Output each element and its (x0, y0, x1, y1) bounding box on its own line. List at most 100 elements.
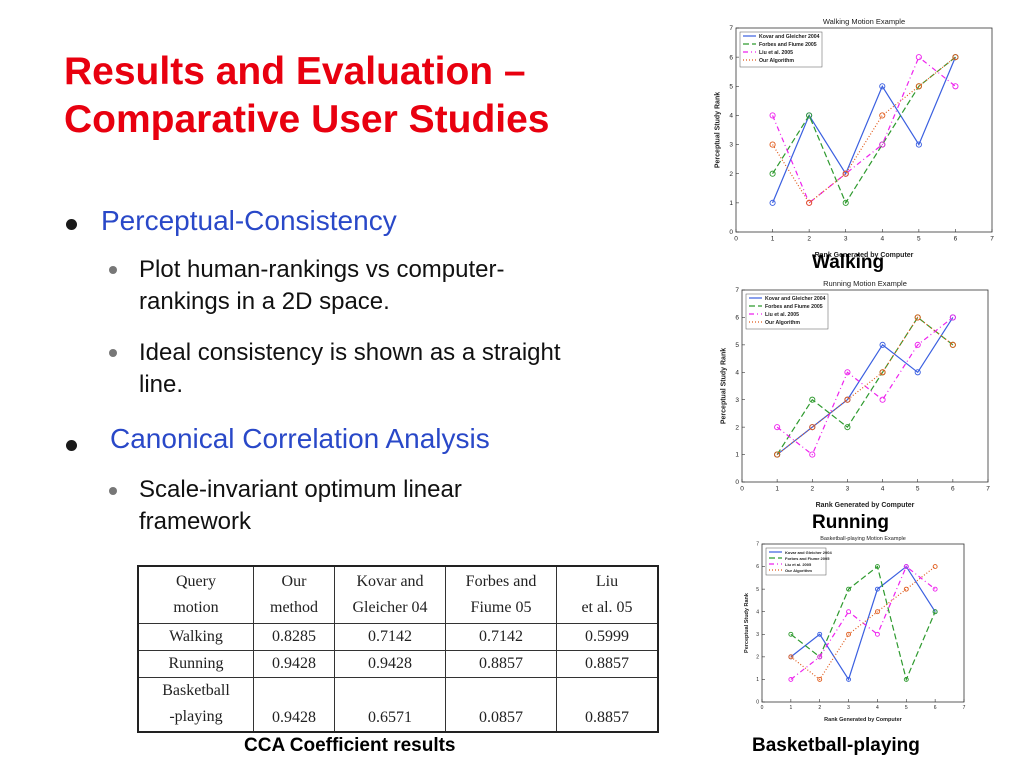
table-caption: CCA Coefficient results (244, 735, 456, 756)
y-tick-label: 6 (735, 315, 739, 322)
sub-bullet-dot (109, 266, 117, 274)
table-cell: 0.6571 (334, 677, 446, 732)
cell-line: -playing (169, 708, 223, 726)
sub-bullet-line: framework (139, 508, 252, 535)
data-point (844, 369, 851, 376)
x-tick-label: 1 (775, 486, 779, 493)
data-point (932, 609, 938, 615)
table-cell: 0.8857 (445, 650, 557, 678)
sub-bullet-line: line. (139, 371, 184, 398)
x-axis-label: Rank Generated by Computer (816, 502, 915, 509)
y-tick-label: 3 (735, 397, 739, 404)
series-line (790, 566, 936, 681)
data-point (844, 424, 851, 431)
x-tick-label: 6 (954, 236, 958, 243)
x-tick-label: 2 (810, 486, 814, 493)
data-point (932, 586, 938, 592)
table-row: Walking 0.8285 0.7142 0.7142 0.5999 (137, 623, 659, 651)
x-tick-label: 5 (916, 486, 920, 493)
x-tick-label: 6 (934, 705, 937, 711)
x-tick-label: 5 (905, 705, 908, 711)
cell-line: et al. 05 (581, 599, 633, 616)
running-chart: Running Motion Example Rank Generated by … (721, 279, 991, 509)
table-row: Running 0.9428 0.9428 0.8857 0.8857 (137, 650, 659, 678)
bullet-perceptual-consistency: Perceptual-Consistency (101, 205, 397, 236)
sub-bullet-plot-rankings: Plot human-rankings vs computer- ranking… (139, 254, 504, 318)
cell-line: Liu (595, 573, 619, 590)
data-point (879, 369, 886, 376)
x-tick-label: 3 (846, 486, 850, 493)
x-axis-label: Rank Generated by Computer (815, 252, 914, 259)
series-line (772, 56, 956, 204)
data-point (952, 54, 959, 61)
legend-box (739, 31, 823, 68)
data-point (774, 451, 781, 458)
data-point (769, 170, 776, 177)
x-tick-label: 0 (734, 236, 738, 243)
cca-table: Query motion Our method Kovar and Gleicher 04… (137, 565, 659, 733)
sub-bullet-line: Plot human-rankings vs computer- (139, 256, 505, 283)
cell-line: Walking (169, 628, 223, 645)
data-point (952, 83, 959, 90)
data-point (949, 314, 956, 321)
data-point (879, 83, 886, 90)
y-tick-label: 5 (756, 587, 759, 593)
table-header-cell: Liu et al. 05 (556, 565, 659, 624)
data-point (842, 199, 849, 206)
y-tick-label: 4 (756, 609, 759, 615)
legend-label: Kovar and Gleicher 2004 (785, 550, 832, 555)
y-axis-label: Perceptual Study Rank (721, 348, 728, 424)
title-line-2: Comparative User Studies (64, 98, 550, 141)
data-point (846, 676, 852, 682)
y-tick-label: 1 (756, 677, 759, 683)
sub-bullet-line: Scale-invariant optimum linear (139, 476, 462, 503)
legend-label: Our Algorithm (759, 58, 794, 64)
series-line (790, 565, 936, 682)
cell-line: motion (173, 599, 219, 616)
sub-bullet-dot (109, 349, 117, 357)
running-caption: Running (812, 512, 890, 533)
data-point (769, 112, 776, 119)
table-cell: 0.8285 (253, 623, 335, 651)
sub-bullet-ideal-consistency: Ideal consistency is shown as a straight… (139, 337, 561, 401)
x-tick-label: 7 (963, 705, 966, 711)
x-tick-label: 3 (844, 236, 848, 243)
legend-label: Liu et al. 2005 (785, 562, 812, 567)
data-point (879, 396, 886, 403)
table-header-cell: Query motion (137, 565, 254, 624)
data-point (809, 396, 816, 403)
data-point (844, 396, 851, 403)
legend-box (745, 293, 829, 330)
table-header-cell: Our method (253, 565, 335, 624)
legend-label: Forbes and Fiume 2005 (785, 556, 830, 561)
data-point (769, 199, 776, 206)
table-cell: 0.9428 (334, 650, 446, 678)
data-point (788, 654, 794, 660)
legend-label: Our Algorithm (785, 568, 812, 573)
data-point (915, 54, 922, 61)
table-row-label: Running (137, 650, 254, 678)
data-point (903, 676, 909, 682)
sub-bullet-scale-invariant: Scale-invariant optimum linear framework (139, 474, 462, 538)
table-cell: 0.8857 (556, 677, 659, 732)
bullet-dot (66, 219, 77, 230)
table-cell: 0.5999 (556, 623, 659, 651)
data-point (788, 631, 794, 637)
legend-label: Forbes and Fiume 2005 (759, 42, 817, 48)
data-point (846, 609, 852, 615)
data-point (914, 341, 921, 348)
x-tick-label: 3 (847, 705, 850, 711)
cell-line: Forbes and (465, 573, 537, 590)
data-point (879, 141, 886, 148)
x-tick-label: 5 (917, 236, 921, 243)
bullet-dot (66, 440, 77, 451)
x-axis-label: Rank Generated by Computer (824, 717, 902, 723)
series-line (772, 56, 956, 204)
table-cell: 0.0857 (445, 677, 557, 732)
x-tick-label: 4 (880, 236, 884, 243)
data-point (846, 586, 852, 592)
legend-label: Liu et al. 2005 (765, 312, 799, 318)
series-line (772, 56, 956, 204)
y-tick-label: 0 (735, 479, 739, 486)
y-tick-label: 3 (756, 632, 759, 638)
